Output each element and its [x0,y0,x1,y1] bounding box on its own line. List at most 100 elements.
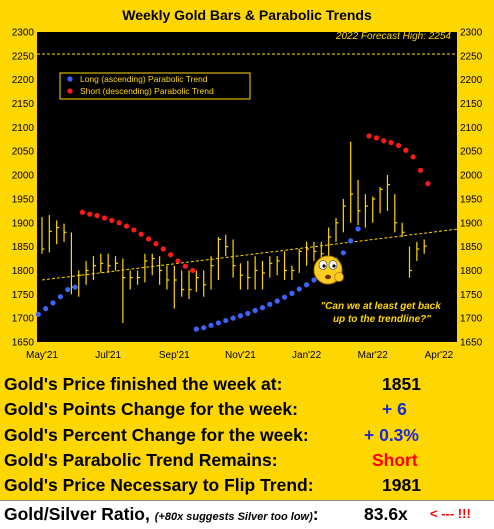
summary-value: 1851 [382,374,421,394]
trend-dot [94,213,100,219]
trend-dot [410,154,416,160]
summary-label: Gold's Price Necessary to Flip Trend: [4,475,314,495]
emoji-face-icon [313,255,344,285]
legend-label-short: Short (descending) Parabolic Trend [80,86,214,96]
summary-value: + 6 [382,399,407,419]
y-tick-label: 2150 [12,99,35,110]
ratio-label: Gold/Silver Ratio, (+80x suggests Silver… [4,504,319,525]
trend-dot [281,294,288,300]
trend-dot [87,211,93,217]
trend-dot [289,290,295,296]
y-tick-label: 2200 [12,75,35,86]
y-tick-label: 1800 [12,266,35,277]
ratio-label-text: Gold/Silver Ratio, [4,504,150,524]
ratio-colon: : [312,504,319,524]
y-tick-label: 2200 [460,75,483,86]
trend-dot [72,284,78,290]
y-tick-label: 2300 [12,28,35,39]
ratio-value: 83.6x [364,504,408,524]
x-tick-label: Nov'21 [225,350,256,361]
trend-dot [50,300,56,306]
trend-dot [131,227,137,233]
y-tick-label: 1650 [12,338,35,349]
y-tick-label: 2100 [460,123,483,134]
trend-dot [296,286,302,292]
summary-panel: Gold's Price finished the week at: 1851 … [0,372,494,529]
trend-dot [193,326,199,332]
y-tick-label: 2100 [12,123,35,134]
summary-label: Gold's Points Change for the week: [4,399,298,419]
summary-value: + 0.3% [364,425,419,445]
chart-title: Weekly Gold Bars & Parabolic Trends [122,7,372,23]
y-axis-right: 1650 1700 1750 1800 1850 1900 1950 2000 2050 2100… [460,28,483,349]
trend-dot [259,305,266,311]
trend-dot [237,313,244,319]
gold-chart: Weekly Gold Bars & Parabolic Trends 1650… [11,7,494,361]
y-axis-left: 1650 1700 1750 1800 1850 1900 1950 2000 2050 2100… [12,28,35,349]
trend-dot [123,223,130,229]
trend-dot [57,294,63,300]
y-tick-label: 1950 [12,194,35,205]
trend-dot [145,236,152,242]
trend-dot [252,307,258,314]
y-tick-label: 1850 [460,242,483,253]
summary-row-price: Gold's Price finished the week at: 1851 [0,374,494,400]
y-tick-label: 1900 [460,218,483,229]
y-tick-label: 1750 [460,290,483,301]
summary-label: Gold's Price finished the week at: [4,374,283,394]
trend-dot [388,140,394,146]
x-tick-label: Jul'21 [95,350,121,361]
y-tick-label: 2050 [460,147,483,158]
trend-dot [403,147,409,153]
y-tick-label: 2150 [460,99,483,110]
trend-dot [373,135,380,141]
weekly-bars [41,141,427,323]
trend-dot [79,209,86,215]
x-tick-label: Mar'22 [358,350,389,361]
summary-row-flip-price: Gold's Price Necessary to Flip Trend: 19… [0,475,494,501]
trend-dot [223,317,229,324]
legend: Long (ascending) Parabolic Trend Short (… [59,72,251,100]
summary-row-ratio: Gold/Silver Ratio, (+80x suggests Silver… [0,500,494,529]
legend-label-long: Long (ascending) Parabolic Trend [80,74,208,84]
trend-dot [182,263,188,269]
y-tick-label: 1800 [460,266,483,277]
trend-dot [395,142,402,149]
trend-dot [168,252,174,258]
summary-row-points-change: Gold's Points Change for the week: + 6 [0,399,494,425]
trend-dot [355,226,361,232]
trend-dot [366,133,372,139]
y-tick-label: 2000 [12,171,35,182]
trend-dot [35,311,41,317]
y-tick-label: 1650 [460,338,483,349]
parabolic-trend-dots [35,133,431,332]
trend-dot [215,320,221,326]
y-tick-label: 2250 [12,51,35,62]
annotation-line-1: "Can we at least get back [320,301,441,312]
trendline [41,224,494,281]
trend-dot [304,282,310,288]
trend-dot [417,167,424,173]
trend-dot [381,138,387,144]
trend-dot [43,306,49,312]
y-tick-label: 1750 [12,290,35,301]
y-tick-label: 1900 [12,218,35,229]
trend-dot [245,310,251,316]
summary-value: 1981 [382,475,421,495]
trend-dot [160,246,166,252]
summary-row-percent-change: Gold's Percent Change for the week: + 0.… [0,425,494,451]
trend-dot [65,286,71,293]
trend-dot [267,301,273,307]
y-tick-label: 2050 [12,147,35,158]
legend-swatch-short [67,88,73,94]
trend-dot [340,250,346,256]
x-tick-label: Sep'21 [159,350,190,361]
y-tick-label: 1700 [12,314,35,325]
trend-dot [116,220,122,226]
trend-dot [201,325,207,331]
trend-dot [348,238,354,244]
annotation-line-2: up to the trendline?" [333,314,431,325]
summary-row-trend: Gold's Parabolic Trend Remains: Short [0,450,494,476]
annotation: "Can we at least get back up to the tren… [320,301,443,325]
y-tick-label: 2000 [460,171,483,182]
